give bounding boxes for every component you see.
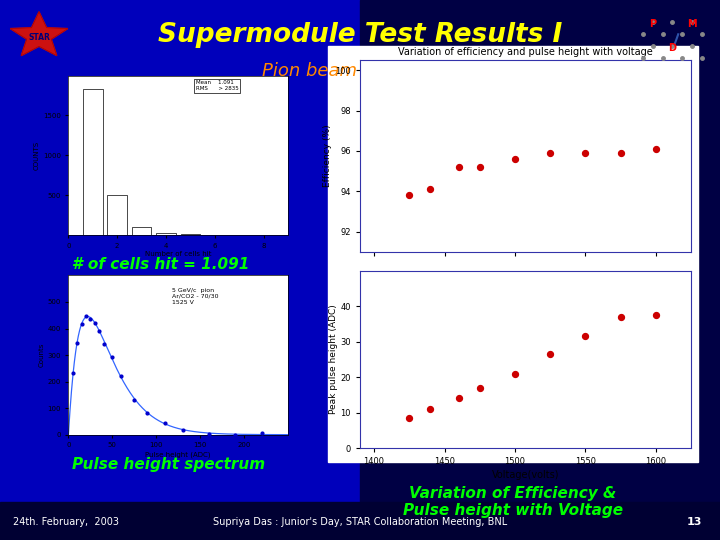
- Title: Variation of efficiency and pulse height with voltage: Variation of efficiency and pulse height…: [398, 47, 653, 57]
- Point: [177, 426, 189, 434]
- Bar: [156, 233, 176, 235]
- Text: Pion beam at 5 GeV/c: Pion beam at 5 GeV/c: [262, 61, 458, 79]
- Point: [67, 369, 78, 377]
- Bar: [83, 89, 102, 235]
- Point: [453, 163, 464, 171]
- X-axis label: Number of cells hit: Number of cells hit: [145, 251, 212, 258]
- Point: [94, 326, 105, 335]
- Point: [98, 339, 109, 348]
- Point: [159, 418, 171, 427]
- Point: [404, 414, 415, 422]
- Point: [107, 353, 118, 362]
- Y-axis label: Counts: Counts: [38, 343, 45, 367]
- Point: [85, 315, 96, 323]
- Point: [544, 148, 556, 157]
- Point: [580, 148, 591, 157]
- X-axis label: Voltage(volts): Voltage(volts): [492, 470, 559, 481]
- Point: [580, 332, 591, 341]
- Text: M: M: [687, 19, 697, 29]
- Point: [425, 185, 436, 194]
- Bar: [181, 234, 200, 235]
- Point: [425, 405, 436, 414]
- Text: Supriya Das : Junior's Day, STAR Collaboration Meeting, BNL: Supriya Das : Junior's Day, STAR Collabo…: [213, 517, 507, 527]
- Bar: [328, 46, 698, 462]
- Y-axis label: Peak pulse height (ADC): Peak pulse height (ADC): [328, 305, 338, 414]
- Point: [89, 319, 101, 327]
- Text: 13: 13: [687, 517, 702, 527]
- Point: [453, 394, 464, 403]
- Text: D: D: [668, 43, 677, 53]
- Text: P: P: [649, 19, 657, 29]
- Text: Variation of Efficiency &
Pulse height with Voltage: Variation of Efficiency & Pulse height w…: [403, 486, 623, 518]
- Text: 24th. February,  2003: 24th. February, 2003: [13, 517, 119, 527]
- Point: [650, 145, 662, 153]
- Point: [615, 313, 626, 321]
- Point: [230, 430, 241, 439]
- Bar: [132, 227, 151, 235]
- Point: [115, 372, 127, 381]
- Polygon shape: [10, 12, 68, 56]
- Point: [474, 383, 485, 392]
- Text: Pulse height spectrum: Pulse height spectrum: [72, 457, 265, 472]
- Point: [404, 191, 415, 200]
- Point: [203, 429, 215, 438]
- Point: [128, 395, 140, 404]
- Text: 5 GeV/c  pion
Ar/CO2 - 70/30
1525 V: 5 GeV/c pion Ar/CO2 - 70/30 1525 V: [171, 288, 218, 305]
- Text: Supermodule Test Results I: Supermodule Test Results I: [158, 22, 562, 48]
- Text: Mean    1.091
RMS      > 2835: Mean 1.091 RMS > 2835: [196, 80, 238, 91]
- Point: [142, 409, 153, 417]
- Text: # of cells hit = 1.091: # of cells hit = 1.091: [72, 257, 249, 272]
- X-axis label: Pulse height (ADC): Pulse height (ADC): [145, 451, 211, 457]
- Point: [509, 155, 521, 164]
- Point: [615, 148, 626, 157]
- Point: [71, 339, 83, 347]
- Bar: [0, 502, 720, 540]
- Y-axis label: COUNTS: COUNTS: [34, 141, 40, 170]
- Point: [256, 429, 267, 438]
- Point: [544, 350, 556, 359]
- Text: STAR: STAR: [28, 33, 50, 42]
- Point: [474, 163, 485, 171]
- Point: [650, 310, 662, 319]
- Point: [509, 369, 521, 378]
- Bar: [107, 195, 127, 235]
- Y-axis label: Efficiency (%): Efficiency (%): [323, 125, 333, 187]
- Point: [80, 312, 91, 321]
- Bar: [360, 0, 720, 540]
- Point: [76, 320, 87, 328]
